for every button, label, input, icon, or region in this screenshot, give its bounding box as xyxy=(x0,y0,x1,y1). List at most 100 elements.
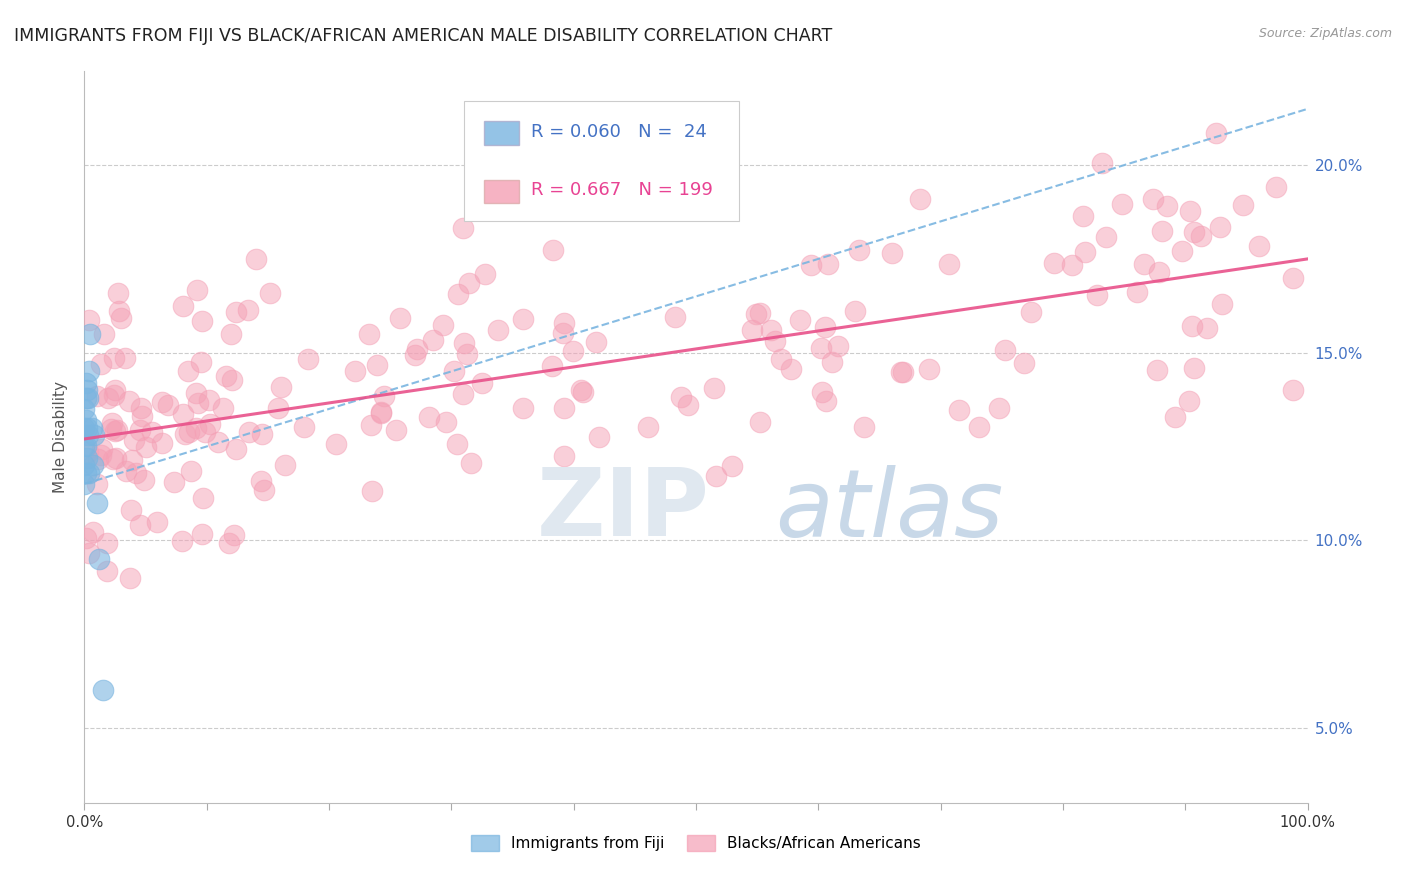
Point xyxy=(1132,257,1154,271)
Point xyxy=(131,409,153,424)
Point xyxy=(814,393,837,408)
Point xyxy=(1178,394,1201,409)
Point xyxy=(434,415,457,429)
Point xyxy=(93,326,115,341)
Point xyxy=(918,362,941,376)
Point xyxy=(908,192,931,206)
Point xyxy=(404,348,426,362)
Legend: Immigrants from Fiji, Blacks/African Americans: Immigrants from Fiji, Blacks/African Ame… xyxy=(465,829,927,857)
Point xyxy=(146,515,169,529)
Point xyxy=(370,405,392,419)
Point xyxy=(344,364,367,378)
Point xyxy=(460,456,482,470)
Point xyxy=(292,419,315,434)
Point xyxy=(446,437,468,451)
Point xyxy=(1021,305,1043,319)
Point xyxy=(704,469,727,483)
Point xyxy=(180,464,202,478)
Point xyxy=(1111,197,1133,211)
Point xyxy=(103,351,125,366)
Point xyxy=(814,320,837,334)
Point xyxy=(359,326,381,341)
Point xyxy=(585,335,607,350)
Point xyxy=(1195,321,1218,335)
Point xyxy=(759,323,782,337)
Point xyxy=(1091,156,1114,170)
Point xyxy=(1062,258,1084,272)
Point xyxy=(75,531,97,545)
Point xyxy=(103,388,125,402)
Point xyxy=(76,450,98,465)
Point xyxy=(163,475,186,490)
Point xyxy=(994,343,1017,357)
Point xyxy=(373,389,395,403)
Point xyxy=(370,406,392,420)
Point xyxy=(80,420,103,434)
Point xyxy=(1180,203,1202,218)
Point xyxy=(422,333,444,347)
Point xyxy=(405,342,427,356)
Point xyxy=(96,565,118,579)
Point xyxy=(789,312,811,326)
Point xyxy=(91,683,114,698)
Point xyxy=(73,477,96,491)
Point xyxy=(817,257,839,271)
Point xyxy=(588,430,610,444)
Point xyxy=(637,420,659,434)
Point xyxy=(664,310,686,324)
Point xyxy=(987,401,1010,416)
Point xyxy=(512,312,534,326)
Point xyxy=(1164,409,1187,424)
Point xyxy=(73,420,96,434)
Point xyxy=(86,389,108,403)
Point xyxy=(1012,356,1035,370)
Point xyxy=(105,450,128,465)
Point xyxy=(105,423,128,437)
Point xyxy=(1156,199,1178,213)
Point xyxy=(1043,256,1066,270)
Point xyxy=(827,338,849,352)
Point xyxy=(1208,219,1230,234)
Point xyxy=(75,391,97,405)
FancyBboxPatch shape xyxy=(464,101,738,221)
Point xyxy=(250,474,273,488)
Point xyxy=(129,518,152,533)
Point xyxy=(270,379,292,393)
Point xyxy=(1211,296,1233,310)
Text: Source: ZipAtlas.com: Source: ZipAtlas.com xyxy=(1258,27,1392,40)
Point xyxy=(1142,192,1164,206)
Point xyxy=(75,413,97,427)
Point xyxy=(172,299,194,313)
Point xyxy=(207,434,229,449)
Point xyxy=(848,243,870,257)
Point xyxy=(800,259,823,273)
Point xyxy=(810,341,832,355)
Point xyxy=(540,359,562,374)
Point xyxy=(86,476,108,491)
Point xyxy=(122,433,145,447)
Point xyxy=(184,386,207,401)
Point xyxy=(79,326,101,341)
Point xyxy=(551,326,574,340)
Point xyxy=(120,571,142,585)
Point xyxy=(384,423,406,437)
Point xyxy=(100,422,122,436)
Point xyxy=(73,401,96,416)
Point xyxy=(190,526,212,541)
Point xyxy=(669,390,692,404)
Point xyxy=(297,351,319,366)
Point xyxy=(252,483,274,497)
Point xyxy=(561,343,583,358)
Point xyxy=(129,423,152,437)
Point xyxy=(90,448,112,462)
Point xyxy=(218,536,240,550)
Point xyxy=(115,465,138,479)
Text: atlas: atlas xyxy=(776,465,1004,556)
Point xyxy=(104,424,127,438)
Bar xyxy=(484,179,519,203)
Point xyxy=(418,410,440,425)
Point xyxy=(87,552,110,566)
Point xyxy=(187,396,209,410)
Point xyxy=(569,383,592,397)
Point xyxy=(77,466,100,480)
